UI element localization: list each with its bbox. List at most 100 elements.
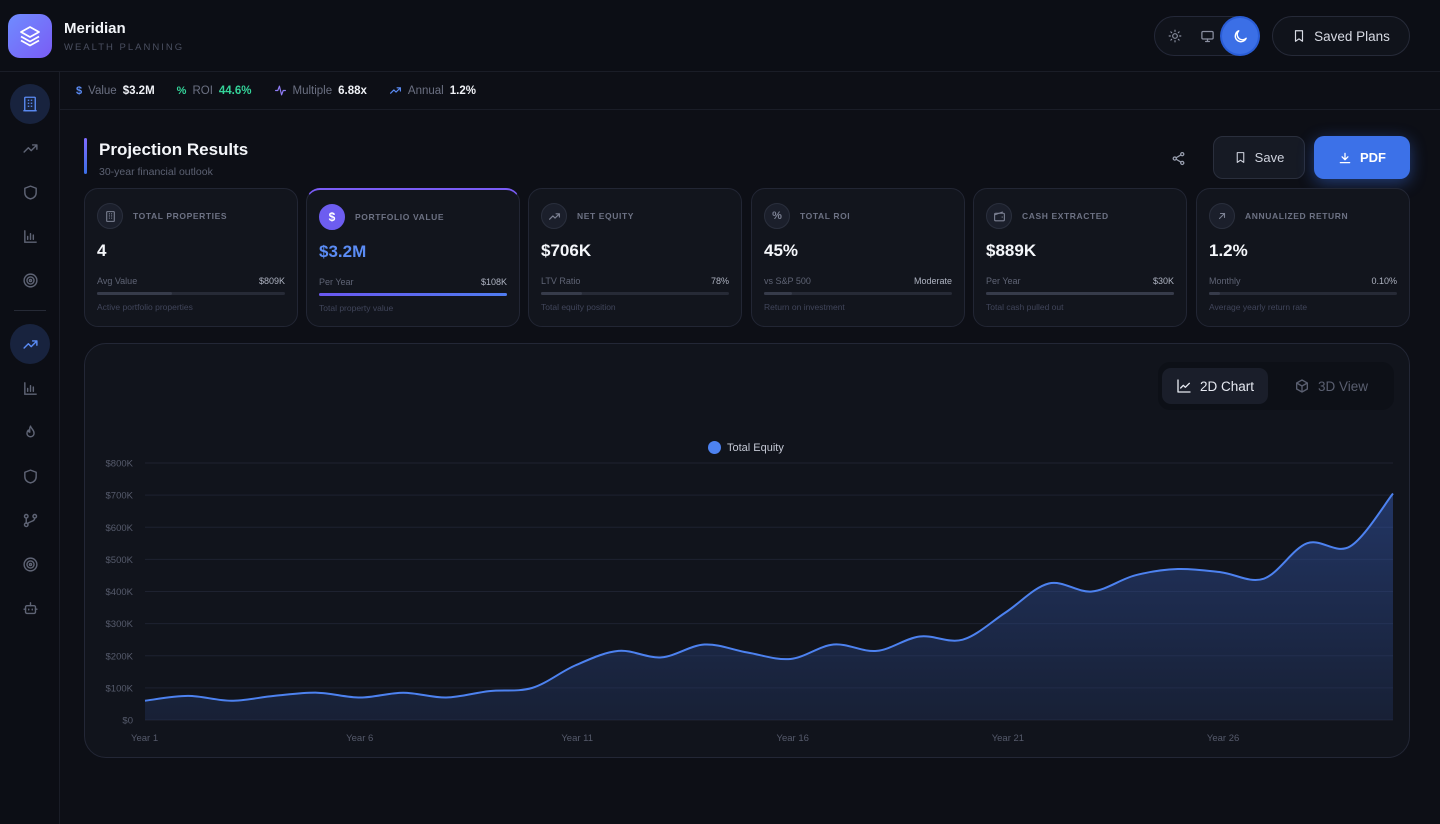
card-value: $706K xyxy=(541,241,592,260)
sidebar-item-goals[interactable] xyxy=(10,260,50,300)
brand-name: Meridian xyxy=(64,20,126,37)
stat-label: ROI xyxy=(192,84,213,97)
saved-plans-button[interactable]: Saved Plans xyxy=(1272,16,1410,56)
card-total-properties[interactable]: TOTAL PROPERTIES 4 Avg Value $809K Activ… xyxy=(84,188,298,327)
sidebar-divider xyxy=(14,310,46,311)
shield-icon xyxy=(23,468,37,484)
theme-toggle xyxy=(1154,16,1260,56)
stat-number: $3.2M xyxy=(122,84,155,97)
sidebar-item-analytics[interactable] xyxy=(10,216,50,256)
card-value: 45% xyxy=(764,241,799,260)
building-icon xyxy=(23,96,37,112)
x-tick-label: Year 16 xyxy=(777,733,809,744)
x-tick-label: Year 21 xyxy=(992,733,1024,744)
sidebar-item-security[interactable] xyxy=(10,456,50,496)
target-icon xyxy=(22,272,38,288)
page-subtitle: 30-year financial outlook xyxy=(99,166,213,178)
layers-logo-icon[interactable] xyxy=(8,14,52,58)
card-net-equity[interactable]: NET EQUITY $706K LTV Ratio 78% Total equ… xyxy=(528,188,742,327)
y-tick-label: $300K xyxy=(106,619,134,630)
card-metric-value: $108K xyxy=(480,277,507,287)
card-metric-label: Monthly xyxy=(1209,276,1241,286)
card-progress-fill xyxy=(97,292,173,295)
share-icon xyxy=(1172,151,1184,165)
legend-label: Total Equity xyxy=(727,441,784,454)
card-portfolio-value[interactable]: $ PORTFOLIO VALUE $3.2M Per Year $108K T… xyxy=(306,188,520,327)
view-2d-label: 2D Chart xyxy=(1200,378,1255,394)
line-chart-icon xyxy=(1177,379,1191,393)
card-cash-extracted[interactable]: CASH EXTRACTED $889K Per Year $30K Total… xyxy=(973,188,1187,327)
stat-label: Value xyxy=(88,84,117,97)
stat-value: $ Value $3.2M xyxy=(76,85,155,97)
y-tick-label: $100K xyxy=(106,683,134,694)
brand-subtitle: WEALTH PLANNING xyxy=(64,42,185,53)
monitor-icon[interactable] xyxy=(1192,21,1222,51)
card-label: TOTAL PROPERTIES xyxy=(133,211,228,221)
sidebar-item-reports[interactable] xyxy=(10,368,50,408)
card-metric-label: Per Year xyxy=(986,276,1021,286)
equity-line xyxy=(144,492,1394,702)
card-metric-label: Per Year xyxy=(319,277,354,287)
trend-up-icon xyxy=(389,87,401,94)
card-progress-bar xyxy=(97,292,285,295)
share-button[interactable] xyxy=(1162,144,1194,172)
legend-swatch xyxy=(708,441,721,454)
sun-icon[interactable] xyxy=(1160,21,1190,51)
sidebar-item-scenarios[interactable] xyxy=(10,500,50,540)
top-bar: Meridian WEALTH PLANNING Saved Plans xyxy=(0,0,1440,72)
y-tick-label: $800K xyxy=(106,459,134,470)
target-icon xyxy=(22,556,38,572)
sidebar-item-hot[interactable] xyxy=(10,412,50,452)
bookmark-icon xyxy=(1236,152,1244,163)
pdf-download-button[interactable]: PDF xyxy=(1314,136,1410,179)
dollar-icon: $ xyxy=(76,84,83,97)
dollar-icon: $ xyxy=(319,204,345,230)
card-progress-bar xyxy=(986,292,1174,295)
stat-roi: % ROI 44.6% xyxy=(177,85,252,97)
chart-legend: Total Equity xyxy=(708,441,784,454)
card-description: Return on investment xyxy=(764,302,845,312)
sidebar xyxy=(0,72,60,824)
y-tick-label: $600K xyxy=(106,523,134,534)
flame-icon xyxy=(25,424,35,437)
card-metric-label: LTV Ratio xyxy=(541,276,581,286)
moon-icon[interactable] xyxy=(1222,18,1258,54)
bar-chart-icon xyxy=(23,229,37,243)
card-metric-value: $30K xyxy=(1152,276,1174,286)
card-label: TOTAL ROI xyxy=(800,211,851,221)
arrow-up-right-icon xyxy=(1209,203,1235,229)
card-label: PORTFOLIO VALUE xyxy=(355,212,445,222)
view-2d-chart-button[interactable]: 2D Chart xyxy=(1162,368,1269,404)
card-progress-bar xyxy=(319,293,507,296)
pdf-label: PDF xyxy=(1360,150,1386,165)
card-progress-fill xyxy=(764,292,793,295)
card-total-roi[interactable]: % TOTAL ROI 45% vs S&P 500 Moderate Retu… xyxy=(751,188,965,327)
card-description: Average yearly return rate xyxy=(1209,302,1308,312)
card-description: Active portfolio properties xyxy=(97,302,193,312)
sidebar-item-protection[interactable] xyxy=(10,172,50,212)
save-button[interactable]: Save xyxy=(1213,136,1305,179)
stat-multiple: Multiple 6.88x xyxy=(274,84,367,97)
card-description: Total property value xyxy=(319,303,394,313)
x-tick-label: Year 11 xyxy=(561,733,593,744)
bar-chart-icon xyxy=(23,381,37,395)
stat-number: 44.6% xyxy=(218,84,252,97)
y-tick-label: $700K xyxy=(106,491,134,502)
activity-icon xyxy=(274,85,286,96)
y-tick-label: $0 xyxy=(122,716,133,727)
sidebar-item-assistant[interactable] xyxy=(10,588,50,628)
sidebar-item-targets[interactable] xyxy=(10,544,50,584)
view-3d-button[interactable]: 3D View xyxy=(1280,368,1382,404)
stat-number: 6.88x xyxy=(338,84,367,97)
sidebar-item-growth[interactable] xyxy=(10,128,50,168)
card-progress-fill xyxy=(541,292,583,295)
card-progress-fill xyxy=(1209,292,1221,295)
x-tick-label: Year 26 xyxy=(1207,733,1239,744)
download-icon xyxy=(1339,152,1351,163)
sidebar-item-projections[interactable] xyxy=(10,324,50,364)
card-value: 4 xyxy=(97,241,107,260)
sidebar-item-properties[interactable] xyxy=(10,84,50,124)
card-annualized-return[interactable]: ANNUALIZED RETURN 1.2% Monthly 0.10% Ave… xyxy=(1196,188,1410,327)
trend-up-icon xyxy=(541,203,567,229)
section-accent-bar xyxy=(84,138,87,174)
